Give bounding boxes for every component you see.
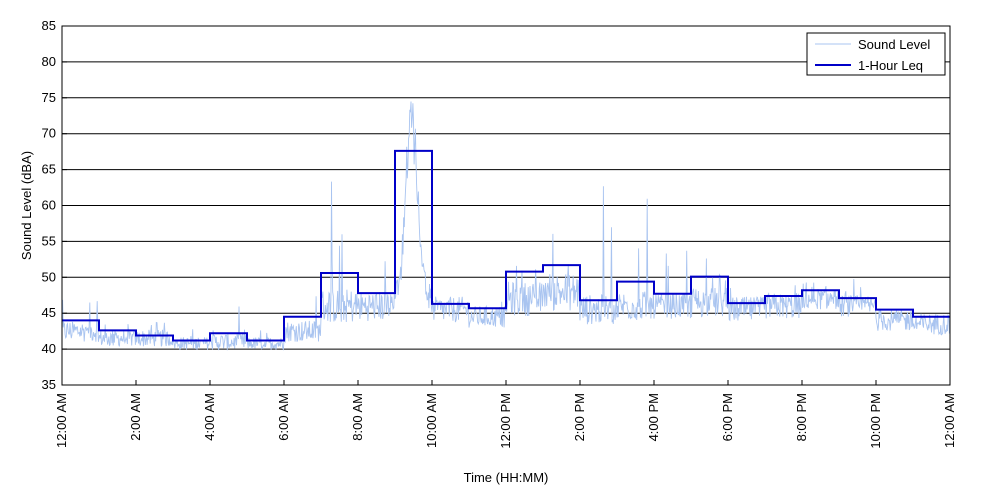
legend-label-leq: 1-Hour Leq: [858, 58, 923, 73]
x-tick-label: 10:00 AM: [424, 393, 439, 448]
y-axis-label: Sound Level (dBA): [19, 151, 34, 260]
x-tick-label: 6:00 PM: [720, 393, 735, 441]
y-tick-label: 55: [42, 233, 56, 248]
leq-series: [62, 149, 950, 342]
y-tick-label: 75: [42, 90, 56, 105]
x-tick-label: 4:00 AM: [202, 393, 217, 441]
y-tick-label: 70: [42, 126, 56, 141]
x-tick-label: 8:00 AM: [350, 393, 365, 441]
y-tick-label: 60: [42, 198, 56, 213]
y-tick-label: 85: [42, 18, 56, 33]
x-tick-label: 6:00 AM: [276, 393, 291, 441]
x-tick-label: 8:00 PM: [794, 393, 809, 441]
x-axis-ticks: 12:00 AM 2:00 AM 4:00 AM 6:00 AM 8:00 AM 10:0…: [54, 380, 957, 449]
x-tick-label: 2:00 AM: [128, 393, 143, 441]
legend: Sound Level 1-Hour Leq: [806, 32, 946, 76]
x-tick-label: 12:00 PM: [498, 393, 513, 449]
leq-step-line: [62, 149, 950, 342]
y-tick-label: 45: [42, 305, 56, 320]
y-tick-label: 35: [42, 377, 56, 392]
x-tick-label: 4:00 PM: [646, 393, 661, 441]
legend-label-sound-level: Sound Level: [858, 37, 930, 52]
x-tick-label: 2:00 PM: [572, 393, 587, 441]
x-axis-label: Time (HH:MM): [464, 470, 549, 485]
y-axis-ticks: 35 40 45 50 55 60 65 70 75 80 85: [42, 18, 67, 392]
x-tick-label: 12:00 AM: [54, 393, 69, 448]
y-tick-label: 40: [42, 341, 56, 356]
y-tick-label: 65: [42, 162, 56, 177]
x-tick-label: 12:00 AM: [942, 393, 957, 448]
x-tick-label: 10:00 PM: [868, 393, 883, 449]
y-tick-label: 80: [42, 54, 56, 69]
y-tick-label: 50: [42, 269, 56, 284]
legend-box: [806, 32, 946, 76]
